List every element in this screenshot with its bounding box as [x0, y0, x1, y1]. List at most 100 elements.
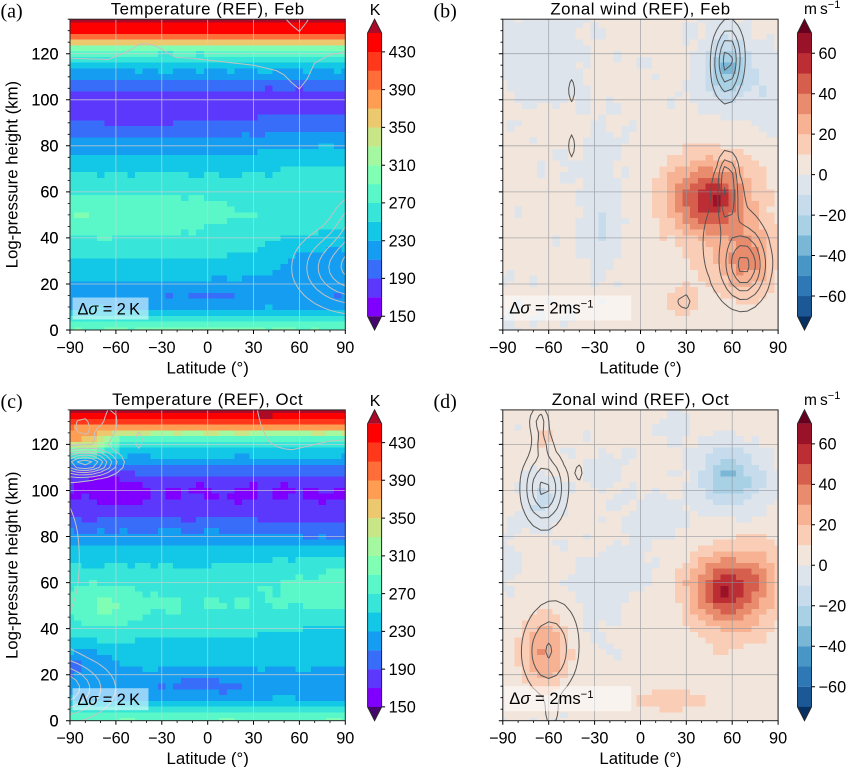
svg-text:−60: −60	[535, 730, 563, 748]
svg-text:90: 90	[336, 730, 354, 748]
svg-text:120: 120	[31, 46, 58, 64]
svg-text:120: 120	[31, 436, 58, 454]
svg-text:90: 90	[769, 730, 787, 748]
svg-text:60: 60	[40, 574, 58, 592]
svg-text:Zonal wind (REF), Oct: Zonal wind (REF), Oct	[552, 390, 730, 409]
svg-text:40: 40	[40, 230, 58, 248]
svg-text:120: 120	[31, 436, 58, 454]
svg-text:(b): (b)	[434, 1, 457, 23]
svg-text:90: 90	[769, 339, 787, 357]
svg-text:90: 90	[336, 339, 354, 357]
svg-text:80: 80	[40, 138, 58, 156]
svg-text:390: 390	[389, 81, 416, 99]
svg-text:0: 0	[636, 730, 645, 748]
svg-text:150: 150	[389, 308, 416, 326]
svg-text:20: 20	[819, 517, 837, 535]
svg-text:−20: −20	[819, 598, 847, 616]
svg-text:100: 100	[31, 92, 58, 110]
svg-text:60: 60	[290, 339, 308, 357]
svg-text:40: 40	[819, 86, 837, 104]
svg-text:20: 20	[40, 667, 58, 685]
svg-text:−60: −60	[819, 288, 847, 306]
svg-text:(c): (c)	[1, 391, 23, 413]
svg-text:−60: −60	[102, 730, 130, 748]
svg-text:0: 0	[49, 713, 58, 731]
svg-text:20: 20	[40, 276, 58, 294]
svg-text:20: 20	[40, 667, 58, 685]
svg-text:350: 350	[389, 510, 416, 528]
svg-text:310: 310	[389, 548, 416, 566]
svg-text:−90: −90	[489, 730, 517, 748]
svg-text:Latitude (°): Latitude (°)	[167, 359, 249, 378]
svg-text:0: 0	[636, 339, 645, 357]
svg-text:Temperature (REF), Oct: Temperature (REF), Oct	[112, 390, 303, 409]
svg-text:60: 60	[819, 436, 837, 454]
svg-text:60: 60	[40, 574, 58, 592]
svg-text:80: 80	[40, 528, 58, 546]
svg-text:(a): (a)	[1, 1, 23, 23]
svg-text:0: 0	[49, 322, 58, 340]
svg-text:Δσ = 2ms−1: Δσ = 2ms−1	[509, 689, 593, 708]
svg-text:190: 190	[389, 270, 416, 288]
svg-text:40: 40	[40, 620, 58, 638]
svg-text:20: 20	[40, 276, 58, 294]
svg-text:60: 60	[819, 45, 837, 63]
svg-text:K: K	[370, 393, 381, 410]
svg-text:40: 40	[40, 620, 58, 638]
svg-text:100: 100	[31, 482, 58, 500]
svg-text:60: 60	[723, 339, 741, 357]
svg-text:390: 390	[389, 472, 416, 490]
svg-text:Δσ = 2 K: Δσ = 2 K	[78, 691, 141, 709]
svg-text:−40: −40	[819, 247, 847, 265]
svg-text:430: 430	[389, 44, 416, 62]
svg-text:120: 120	[31, 46, 58, 64]
svg-text:−30: −30	[581, 339, 609, 357]
svg-text:Latitude (°): Latitude (°)	[167, 749, 249, 767]
svg-text:0: 0	[203, 339, 212, 357]
svg-text:−40: −40	[819, 638, 847, 656]
svg-text:30: 30	[677, 730, 695, 748]
svg-text:−30: −30	[148, 730, 176, 748]
svg-text:Δσ = 2ms−1: Δσ = 2ms−1	[509, 298, 593, 317]
svg-text:0: 0	[49, 322, 58, 340]
svg-text:−90: −90	[56, 730, 84, 748]
svg-text:Temperature (REF), Feb: Temperature (REF), Feb	[111, 0, 305, 19]
svg-text:0: 0	[49, 713, 58, 731]
svg-text:60: 60	[723, 730, 741, 748]
svg-text:310: 310	[389, 157, 416, 175]
svg-text:0: 0	[203, 730, 212, 748]
svg-text:20: 20	[819, 126, 837, 144]
svg-text:100: 100	[31, 92, 58, 110]
svg-text:−60: −60	[102, 339, 130, 357]
svg-text:190: 190	[389, 661, 416, 679]
svg-text:Δσ = 2 K: Δσ = 2 K	[78, 301, 141, 319]
svg-text:−90: −90	[489, 339, 517, 357]
svg-text:Latitude (°): Latitude (°)	[599, 749, 681, 767]
svg-text:−60: −60	[535, 339, 563, 357]
svg-text:270: 270	[389, 585, 416, 603]
svg-text:−60: −60	[819, 679, 847, 697]
svg-text:−90: −90	[56, 339, 84, 357]
svg-text:Zonal wind (REF), Feb: Zonal wind (REF), Feb	[550, 0, 730, 19]
svg-text:430: 430	[389, 434, 416, 452]
svg-text:100: 100	[31, 482, 58, 500]
svg-text:30: 30	[244, 730, 262, 748]
svg-text:40: 40	[819, 476, 837, 494]
svg-text:0: 0	[819, 557, 828, 575]
svg-text:270: 270	[389, 195, 416, 213]
svg-text:80: 80	[40, 528, 58, 546]
svg-text:0: 0	[819, 166, 828, 184]
svg-text:−20: −20	[819, 207, 847, 225]
svg-text:Latitude (°): Latitude (°)	[599, 359, 681, 378]
svg-text:Log-pressure height (km): Log-pressure height (km)	[3, 472, 22, 659]
svg-text:350: 350	[389, 119, 416, 137]
svg-text:60: 60	[40, 184, 58, 202]
svg-text:−30: −30	[581, 730, 609, 748]
svg-text:30: 30	[244, 339, 262, 357]
svg-text:K: K	[370, 2, 381, 19]
svg-text:30: 30	[677, 339, 695, 357]
svg-text:−30: −30	[148, 339, 176, 357]
svg-text:40: 40	[40, 230, 58, 248]
svg-text:(d): (d)	[434, 391, 457, 413]
svg-text:Log-pressure height (km): Log-pressure height (km)	[3, 81, 22, 268]
